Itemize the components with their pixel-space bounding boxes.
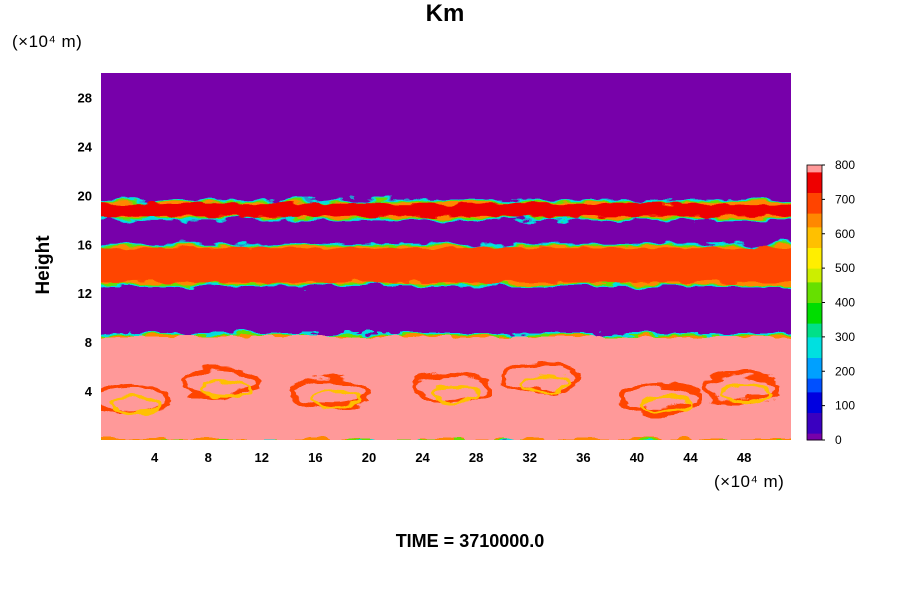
colorbar-segment	[807, 385, 822, 393]
x-tick-label: 48	[737, 450, 751, 465]
colorbar-tick-label: 200	[835, 364, 855, 378]
colorbar-segment	[807, 165, 822, 173]
colorbar-segment	[807, 199, 822, 207]
colorbar-tick-label: 600	[835, 227, 855, 241]
turbulent-structure	[310, 389, 362, 409]
x-axis-unit: (×10⁴ m)	[714, 472, 785, 491]
x-tick-label: 20	[362, 450, 376, 465]
colorbar-segment	[807, 350, 822, 358]
x-tick-label: 8	[205, 450, 212, 465]
x-tick-label: 4	[151, 450, 159, 465]
x-tick-label: 40	[630, 450, 644, 465]
colorbar-segment	[807, 185, 822, 193]
colorbar-segment	[807, 288, 822, 297]
turbulent-structure	[110, 394, 162, 414]
y-tick-label: 24	[78, 139, 93, 154]
colorbar-segment	[807, 412, 822, 420]
colorbar-tick-label: 700	[835, 192, 855, 206]
y-axis-unit: (×10⁴ m)	[12, 32, 83, 51]
colorbar-segment	[807, 419, 822, 427]
x-tick-label: 36	[576, 450, 590, 465]
colorbar-segment	[807, 268, 822, 276]
colorbar-tick-label: 500	[835, 261, 855, 275]
colorbar-tick-label: 800	[835, 158, 855, 172]
x-tick-label: 32	[523, 450, 537, 465]
colorbar-segment	[807, 171, 822, 180]
y-tick-label: 12	[78, 286, 92, 301]
colorbar-tick-label: 100	[835, 399, 855, 413]
colorbar-segment	[807, 192, 822, 200]
colorbar-segment	[807, 336, 822, 345]
colorbar-segment	[807, 371, 822, 379]
colorbar-segment	[807, 226, 822, 235]
colorbar-segment	[807, 323, 822, 331]
colorbar-segment	[807, 281, 822, 290]
turbulent-structure	[200, 379, 252, 399]
x-tick-label: 16	[308, 450, 322, 465]
colorbar-segment	[807, 330, 822, 338]
x-tick-label: 44	[683, 450, 698, 465]
colorbar-segment	[807, 178, 822, 187]
colorbar-segment	[807, 295, 822, 303]
colorbar-segment	[807, 220, 822, 228]
colorbar-segment	[807, 247, 822, 255]
turbulent-structure	[520, 374, 572, 394]
colorbar-tick-label: 400	[835, 296, 855, 310]
field-band	[101, 203, 791, 217]
colorbar-tick-label: 300	[835, 330, 855, 344]
time-footer: TIME = 3710000.0	[395, 531, 545, 551]
turbulent-structure	[430, 384, 482, 404]
turbulent-structure	[720, 384, 772, 404]
chart-title: Km	[425, 0, 465, 27]
field-band	[101, 247, 791, 283]
colorbar-segment	[807, 426, 822, 434]
colorbar-segment	[807, 309, 822, 317]
colorbar-segment	[807, 398, 822, 407]
x-tick-label: 12	[255, 450, 269, 465]
turbulent-structure	[640, 394, 692, 414]
y-tick-label: 16	[78, 237, 92, 252]
colorbar-segment	[807, 254, 822, 262]
colorbar-segment	[807, 275, 822, 283]
x-tick-label: 24	[415, 450, 430, 465]
colorbar-segment	[807, 233, 822, 242]
colorbar-segment	[807, 391, 822, 400]
colorbar-segment	[807, 240, 822, 248]
colorbar-segment	[807, 213, 822, 221]
x-tick-label: 28	[469, 450, 483, 465]
colorbar-segment	[807, 261, 822, 269]
y-tick-label: 20	[78, 188, 92, 203]
colorbar-segment	[807, 302, 822, 310]
colorbar-segment	[807, 378, 822, 386]
colorbar-segment	[807, 206, 822, 214]
colorbar-tick-label: 0	[835, 433, 842, 447]
y-tick-label: 28	[78, 90, 92, 105]
colorbar-segment	[807, 343, 822, 352]
colorbar-segment	[807, 433, 822, 441]
colorbar-segment	[807, 357, 822, 365]
colorbar-segment	[807, 316, 822, 324]
y-tick-label: 4	[85, 384, 93, 399]
colorbar-segment	[807, 364, 822, 372]
colorbar-segment	[807, 405, 822, 413]
y-tick-label: 8	[85, 335, 92, 350]
colorbar: 0 100 200 300 400 500 600 700 800	[806, 158, 855, 447]
plot-area	[101, 73, 791, 440]
